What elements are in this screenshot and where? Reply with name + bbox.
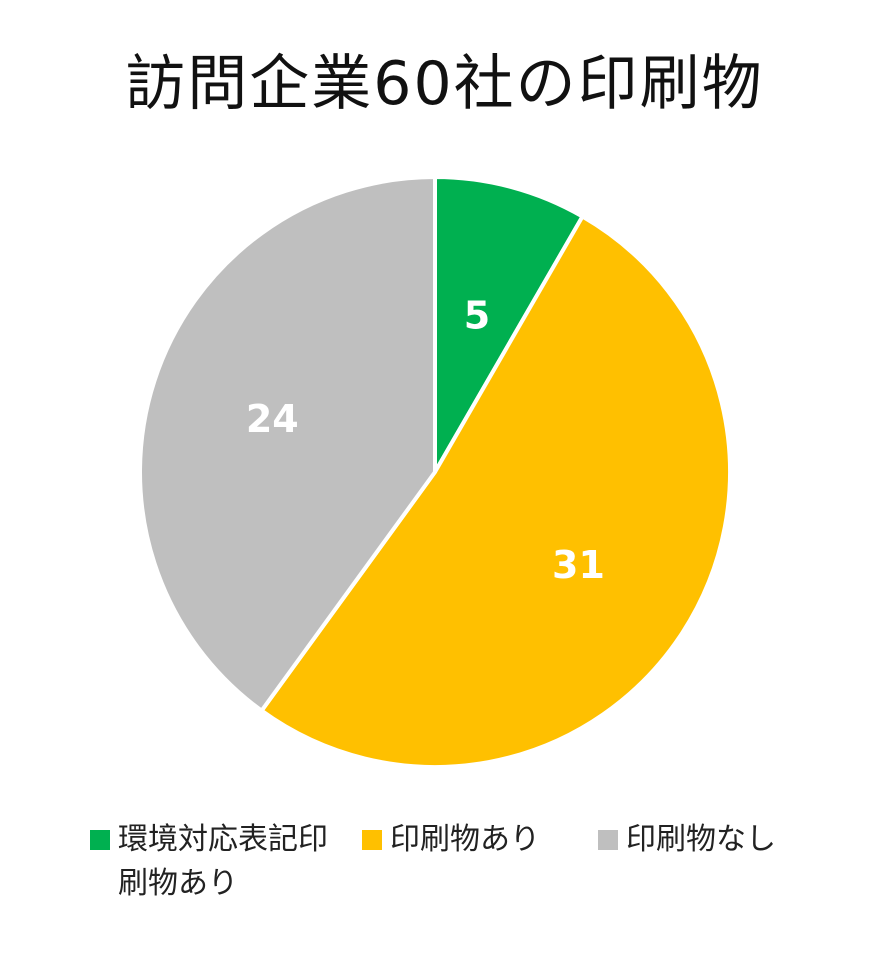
legend-swatch (598, 830, 618, 850)
data-label-no-print: 24 (246, 397, 299, 441)
legend-label: 印刷物あり (390, 822, 540, 857)
chart-title: 訪問企業60社の印刷物 (125, 49, 764, 119)
legend-swatch (90, 830, 110, 850)
legend-label: 印刷物なし (626, 822, 776, 857)
pie-slice-eco-label-printed (433, 175, 585, 474)
legend-label: 環境対応表記印刷物あり (118, 822, 328, 901)
pie-slice-printed (259, 214, 732, 770)
legend-item-printed: 印刷物あり (362, 818, 540, 862)
pie-slice-no-print (138, 175, 437, 713)
chart-legend: 環境対応表記印刷物あり 印刷物あり 印刷物なし (90, 818, 850, 918)
data-label-printed: 31 (552, 543, 605, 587)
legend-swatch (362, 830, 382, 850)
legend-item-no-print: 印刷物なし (598, 818, 776, 862)
legend-item-eco-label-printed: 環境対応表記印刷物あり (90, 818, 340, 906)
data-label-eco-label-printed: 5 (464, 293, 490, 337)
